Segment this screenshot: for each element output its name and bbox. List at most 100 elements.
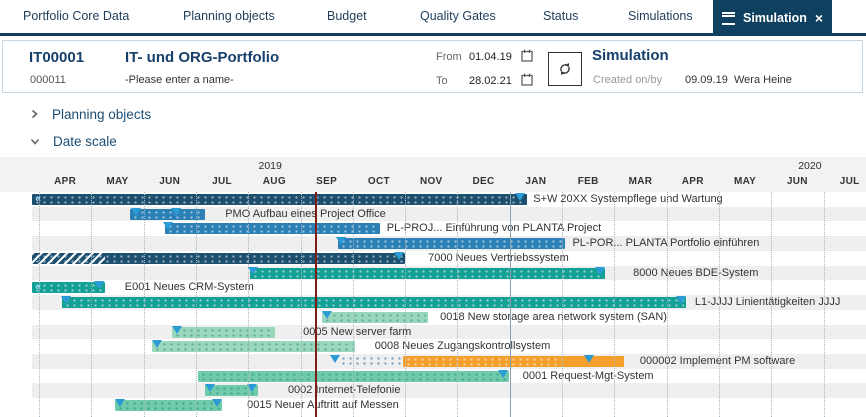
nav-item-simulations[interactable]: Simulations: [628, 9, 693, 23]
milestone-marker[interactable]: [61, 296, 72, 305]
milestone-marker[interactable]: [163, 222, 174, 231]
milestone-marker[interactable]: [594, 266, 605, 275]
milestone-marker[interactable]: [393, 251, 404, 260]
milestone-marker[interactable]: [171, 325, 182, 334]
month-gridline: [248, 192, 250, 417]
top-nav: Portfolio Core Data Planning objects Budge…: [0, 0, 866, 36]
bar-texture: [405, 357, 562, 367]
milestone-marker[interactable]: [515, 193, 526, 201]
bar-label: PL-PROJ... Einführung von PLANTA Project: [386, 222, 602, 235]
milestone-marker[interactable]: [330, 355, 341, 364]
section-label: Date scale: [53, 133, 117, 149]
to-calendar-icon[interactable]: [521, 73, 533, 91]
milestone-marker[interactable]: [211, 399, 222, 408]
month-label: AUG: [262, 176, 286, 187]
bar-label: 0015 Neuer Auftritt auf Messen: [247, 399, 399, 412]
month-gridline: [39, 192, 40, 417]
close-icon[interactable]: ×: [814, 10, 824, 26]
gantt-bar[interactable]: [62, 297, 686, 309]
nav-item-status[interactable]: Status: [543, 9, 579, 23]
milestone-marker[interactable]: [130, 207, 141, 216]
bar-label: 0002 Internet-Telefonie: [287, 384, 401, 397]
gantt-bar[interactable]: [249, 267, 605, 279]
month-gridline: [823, 192, 825, 417]
bar-texture: [34, 195, 525, 204]
created-by: Wera Heine: [734, 74, 792, 86]
gantt-bar[interactable]: [165, 223, 380, 235]
nav-item-planning-objects[interactable]: Planning objects: [183, 9, 275, 23]
portfolio-name-placeholder[interactable]: -Please enter a name-: [125, 74, 234, 86]
month-label: APR: [681, 176, 704, 187]
milestone-marker[interactable]: [94, 281, 105, 290]
nav-item-budget[interactable]: Budget: [327, 9, 367, 23]
bar-texture: [64, 298, 684, 308]
portfolio-id: IT00001: [29, 49, 85, 66]
bar-label: E001 Neues CRM-System: [124, 281, 254, 294]
gantt-bar[interactable]: [338, 238, 566, 250]
created-label: Created on/by: [593, 74, 663, 86]
month-label: JUN: [786, 176, 808, 187]
month-gridline: [562, 192, 563, 417]
tab-simulation[interactable]: Simulation ×: [713, 0, 832, 36]
portfolio-header-panel: IT00001 IT- und ORG-Portfolio 000011 -Pl…: [2, 40, 863, 93]
section-label: Planning objects: [52, 106, 152, 122]
gantt-bar[interactable]: [171, 326, 275, 338]
sync-button[interactable]: [548, 52, 582, 86]
bar-texture: [323, 312, 427, 322]
milestone-marker[interactable]: [498, 369, 509, 378]
from-label: From: [436, 51, 462, 63]
milestone-marker[interactable]: [151, 340, 162, 349]
milestone-marker[interactable]: [205, 384, 216, 393]
gantt-bar[interactable]: [32, 252, 406, 264]
bar-texture: [34, 283, 103, 293]
bar-texture: [251, 268, 603, 278]
milestone-marker[interactable]: [171, 207, 182, 216]
gantt-bar[interactable]: [32, 194, 527, 205]
month-gridline: [195, 192, 197, 417]
section-date-scale[interactable]: Date scale: [30, 131, 117, 151]
portfolio-title: IT- und ORG-Portfolio: [125, 49, 280, 66]
milestone-marker[interactable]: [115, 399, 126, 408]
bar-texture: [167, 224, 378, 234]
month-label: JAN: [525, 176, 547, 187]
nav-item-quality-gates[interactable]: Quality Gates: [420, 9, 496, 23]
month-label: MAY: [733, 176, 757, 187]
month-gridline: [718, 192, 720, 417]
section-planning-objects[interactable]: Planning objects: [30, 104, 151, 124]
hamburger-icon[interactable]: [722, 11, 735, 25]
month-label: SEP: [316, 176, 338, 187]
row-stripe: [32, 383, 866, 399]
bar-texture: [173, 327, 273, 337]
bar-label: S+W 20XX Systempflege und Wartung: [533, 193, 723, 205]
milestone-marker[interactable]: [584, 355, 595, 364]
year-label: 2019: [258, 160, 282, 172]
month-label: NOV: [419, 176, 443, 187]
from-date-field[interactable]: 01.04.19: [469, 51, 512, 63]
gantt-bar[interactable]: [151, 341, 355, 353]
month-label: JUN: [159, 176, 181, 187]
bar-label: 7000 Neues Vertriebssystem: [428, 251, 569, 264]
month-gridline: [352, 192, 354, 417]
chevron-right-icon: [31, 109, 38, 119]
year-label: 2020: [798, 160, 822, 172]
row-stripe: [32, 206, 866, 222]
bar-label: PL-POR... PLANTA Portfolio einführen: [572, 237, 760, 250]
bar-label: 8000 Neues BDE-System: [633, 266, 759, 279]
bar-label: L1-JJJJ Linientätigkeiten JJJJ: [694, 296, 841, 309]
milestone-marker[interactable]: [247, 384, 258, 393]
nav-item-portfolio-core-data[interactable]: Portfolio Core Data: [23, 9, 130, 23]
month-gridline: [143, 192, 145, 417]
to-date-field[interactable]: 28.02.21: [469, 75, 512, 87]
hatch-overlay: [32, 252, 105, 264]
bar-texture: [340, 239, 564, 249]
gantt-bar[interactable]: [130, 208, 205, 220]
milestone-marker[interactable]: [248, 266, 259, 275]
bar-label: 000002 Implement PM software: [639, 355, 796, 368]
milestone-marker[interactable]: [336, 237, 347, 246]
milestone-marker[interactable]: [321, 310, 332, 319]
today-line: [315, 192, 318, 417]
from-calendar-icon[interactable]: [521, 49, 533, 67]
gantt-bar[interactable]: [114, 400, 223, 412]
gantt-bar[interactable]: [321, 311, 429, 323]
milestone-marker[interactable]: [675, 296, 686, 305]
